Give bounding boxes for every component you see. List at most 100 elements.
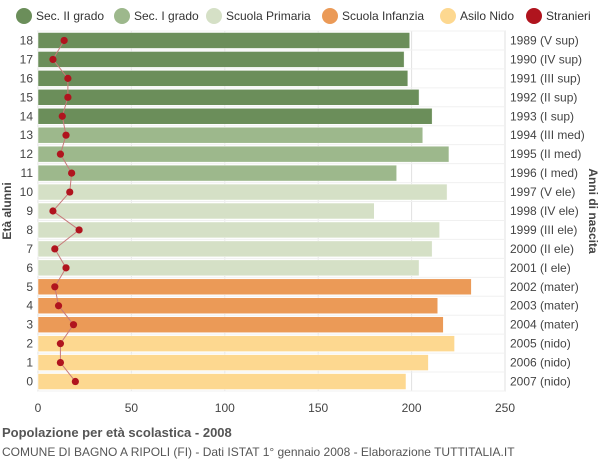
- legend-label: Sec. I grado: [134, 9, 199, 23]
- age-tick-label: 3: [26, 318, 33, 332]
- age-tick-label: 12: [20, 147, 34, 161]
- birth-year-label: 1998 (IV ele): [510, 204, 579, 218]
- birth-year-label: 1996 (I med): [510, 166, 578, 180]
- birth-year-label: 2007 (nido): [510, 375, 571, 389]
- bar: [37, 316, 444, 333]
- x-tick-label: 200: [402, 401, 422, 415]
- birth-year-label: 1989 (V sup): [510, 33, 579, 47]
- x-tick-label: 100: [215, 401, 235, 415]
- x-tick-label: 150: [308, 401, 328, 415]
- legend-label: Stranieri: [546, 9, 591, 23]
- legend-swatch: [322, 8, 338, 24]
- bar: [37, 108, 433, 125]
- stranieri-point: [62, 264, 70, 272]
- age-tick-label: 9: [26, 204, 33, 218]
- age-tick-label: 16: [20, 71, 34, 85]
- bar: [37, 221, 440, 239]
- age-tick-label: 10: [20, 185, 34, 199]
- y-axis-title-right: Anni di nascita: [586, 168, 600, 254]
- chart-title: Popolazione per età scolastica - 2008: [2, 425, 232, 440]
- x-tick-label: 50: [125, 401, 139, 415]
- legend-swatch: [16, 8, 32, 24]
- birth-year-label: 1999 (III ele): [510, 223, 577, 237]
- stranieri-point: [64, 93, 72, 101]
- legend-swatch: [526, 8, 542, 24]
- stranieri-point: [56, 150, 65, 158]
- legend: Sec. II grado Sec. I grado Scuola Primaria…: [0, 6, 600, 26]
- age-tick-label: 0: [26, 375, 33, 389]
- birth-year-label: 2004 (mater): [510, 318, 579, 332]
- birth-year-label: 2003 (mater): [510, 299, 579, 313]
- birth-year-label: 1995 (II med): [510, 147, 581, 161]
- legend-item: Scuola Infanzia: [322, 6, 424, 26]
- stranieri-point: [51, 283, 59, 291]
- age-tick-label: 13: [20, 128, 34, 142]
- birth-year-label: 1991 (III sup): [510, 71, 581, 85]
- bar: [37, 164, 397, 182]
- birth-year-label: 2001 (I ele): [510, 261, 571, 275]
- age-tick-label: 6: [26, 261, 33, 275]
- bar: [37, 51, 405, 68]
- legend-item: Sec. I grado: [114, 6, 199, 26]
- bar: [37, 278, 472, 296]
- birth-year-label: 1990 (IV sup): [510, 52, 582, 66]
- stranieri-point: [75, 226, 83, 234]
- age-tick-label: 14: [20, 109, 34, 123]
- birth-year-label: 2002 (mater): [510, 280, 579, 294]
- stranieri-point: [60, 36, 68, 45]
- legend-item: Scuola Primaria: [206, 6, 311, 26]
- stranieri-point: [49, 207, 57, 215]
- birth-year-label: 1994 (III med): [510, 128, 585, 142]
- age-tick-label: 7: [26, 242, 33, 256]
- bar: [37, 126, 424, 144]
- legend-swatch: [114, 8, 130, 24]
- chart-subtitle: COMUNE DI BAGNO A RIPOLI (FI) - Dati IST…: [2, 445, 515, 459]
- age-tick-label: 15: [20, 90, 34, 104]
- bar: [37, 145, 450, 163]
- stranieri-point: [71, 377, 79, 386]
- bar: [37, 297, 439, 314]
- stranieri-point: [58, 112, 66, 120]
- birth-year-label: 1993 (I sup): [510, 109, 574, 123]
- stranieri-point: [68, 169, 76, 177]
- stranieri-point: [66, 188, 74, 196]
- legend-item: Sec. II grado: [16, 6, 104, 26]
- age-tick-label: 5: [26, 280, 33, 294]
- age-tick-label: 17: [20, 52, 34, 66]
- stranieri-point: [56, 358, 65, 367]
- birth-year-label: 2000 (II ele): [510, 242, 574, 256]
- stranieri-point: [64, 74, 72, 82]
- legend-label: Scuola Infanzia: [342, 9, 425, 23]
- birth-year-label: 2006 (nido): [510, 356, 571, 370]
- bar: [37, 335, 455, 352]
- legend-swatch: [440, 8, 456, 24]
- bar: [37, 354, 429, 371]
- stranieri-point: [54, 302, 63, 310]
- stranieri-point: [49, 55, 57, 64]
- age-tick-label: 4: [26, 299, 33, 313]
- age-tick-label: 11: [21, 166, 34, 180]
- age-tick-label: 1: [26, 356, 33, 370]
- birth-year-label: 2005 (nido): [510, 337, 571, 351]
- age-tick-label: 18: [20, 33, 34, 47]
- stranieri-point: [56, 340, 65, 348]
- legend-label: Sec. II grado: [36, 9, 105, 23]
- birth-year-label: 1992 (II sup): [510, 90, 577, 104]
- legend-label: Asilo Nido: [460, 9, 515, 23]
- bar: [37, 202, 375, 220]
- legend-swatch: [206, 8, 222, 24]
- x-tick-label: 0: [35, 401, 42, 415]
- y-axis-title: Età alunni: [0, 182, 14, 239]
- bar: [37, 259, 420, 277]
- x-tick-label: 250: [495, 401, 515, 415]
- bar: [37, 183, 448, 201]
- stranieri-point: [69, 321, 78, 329]
- bar: [37, 240, 433, 258]
- legend-label: Scuola Primaria: [226, 9, 311, 23]
- bar: [37, 32, 410, 49]
- birth-year-label: 1997 (V ele): [510, 185, 575, 199]
- stranieri-point: [51, 245, 59, 253]
- bar: [37, 373, 407, 390]
- age-tick-label: 2: [26, 337, 33, 351]
